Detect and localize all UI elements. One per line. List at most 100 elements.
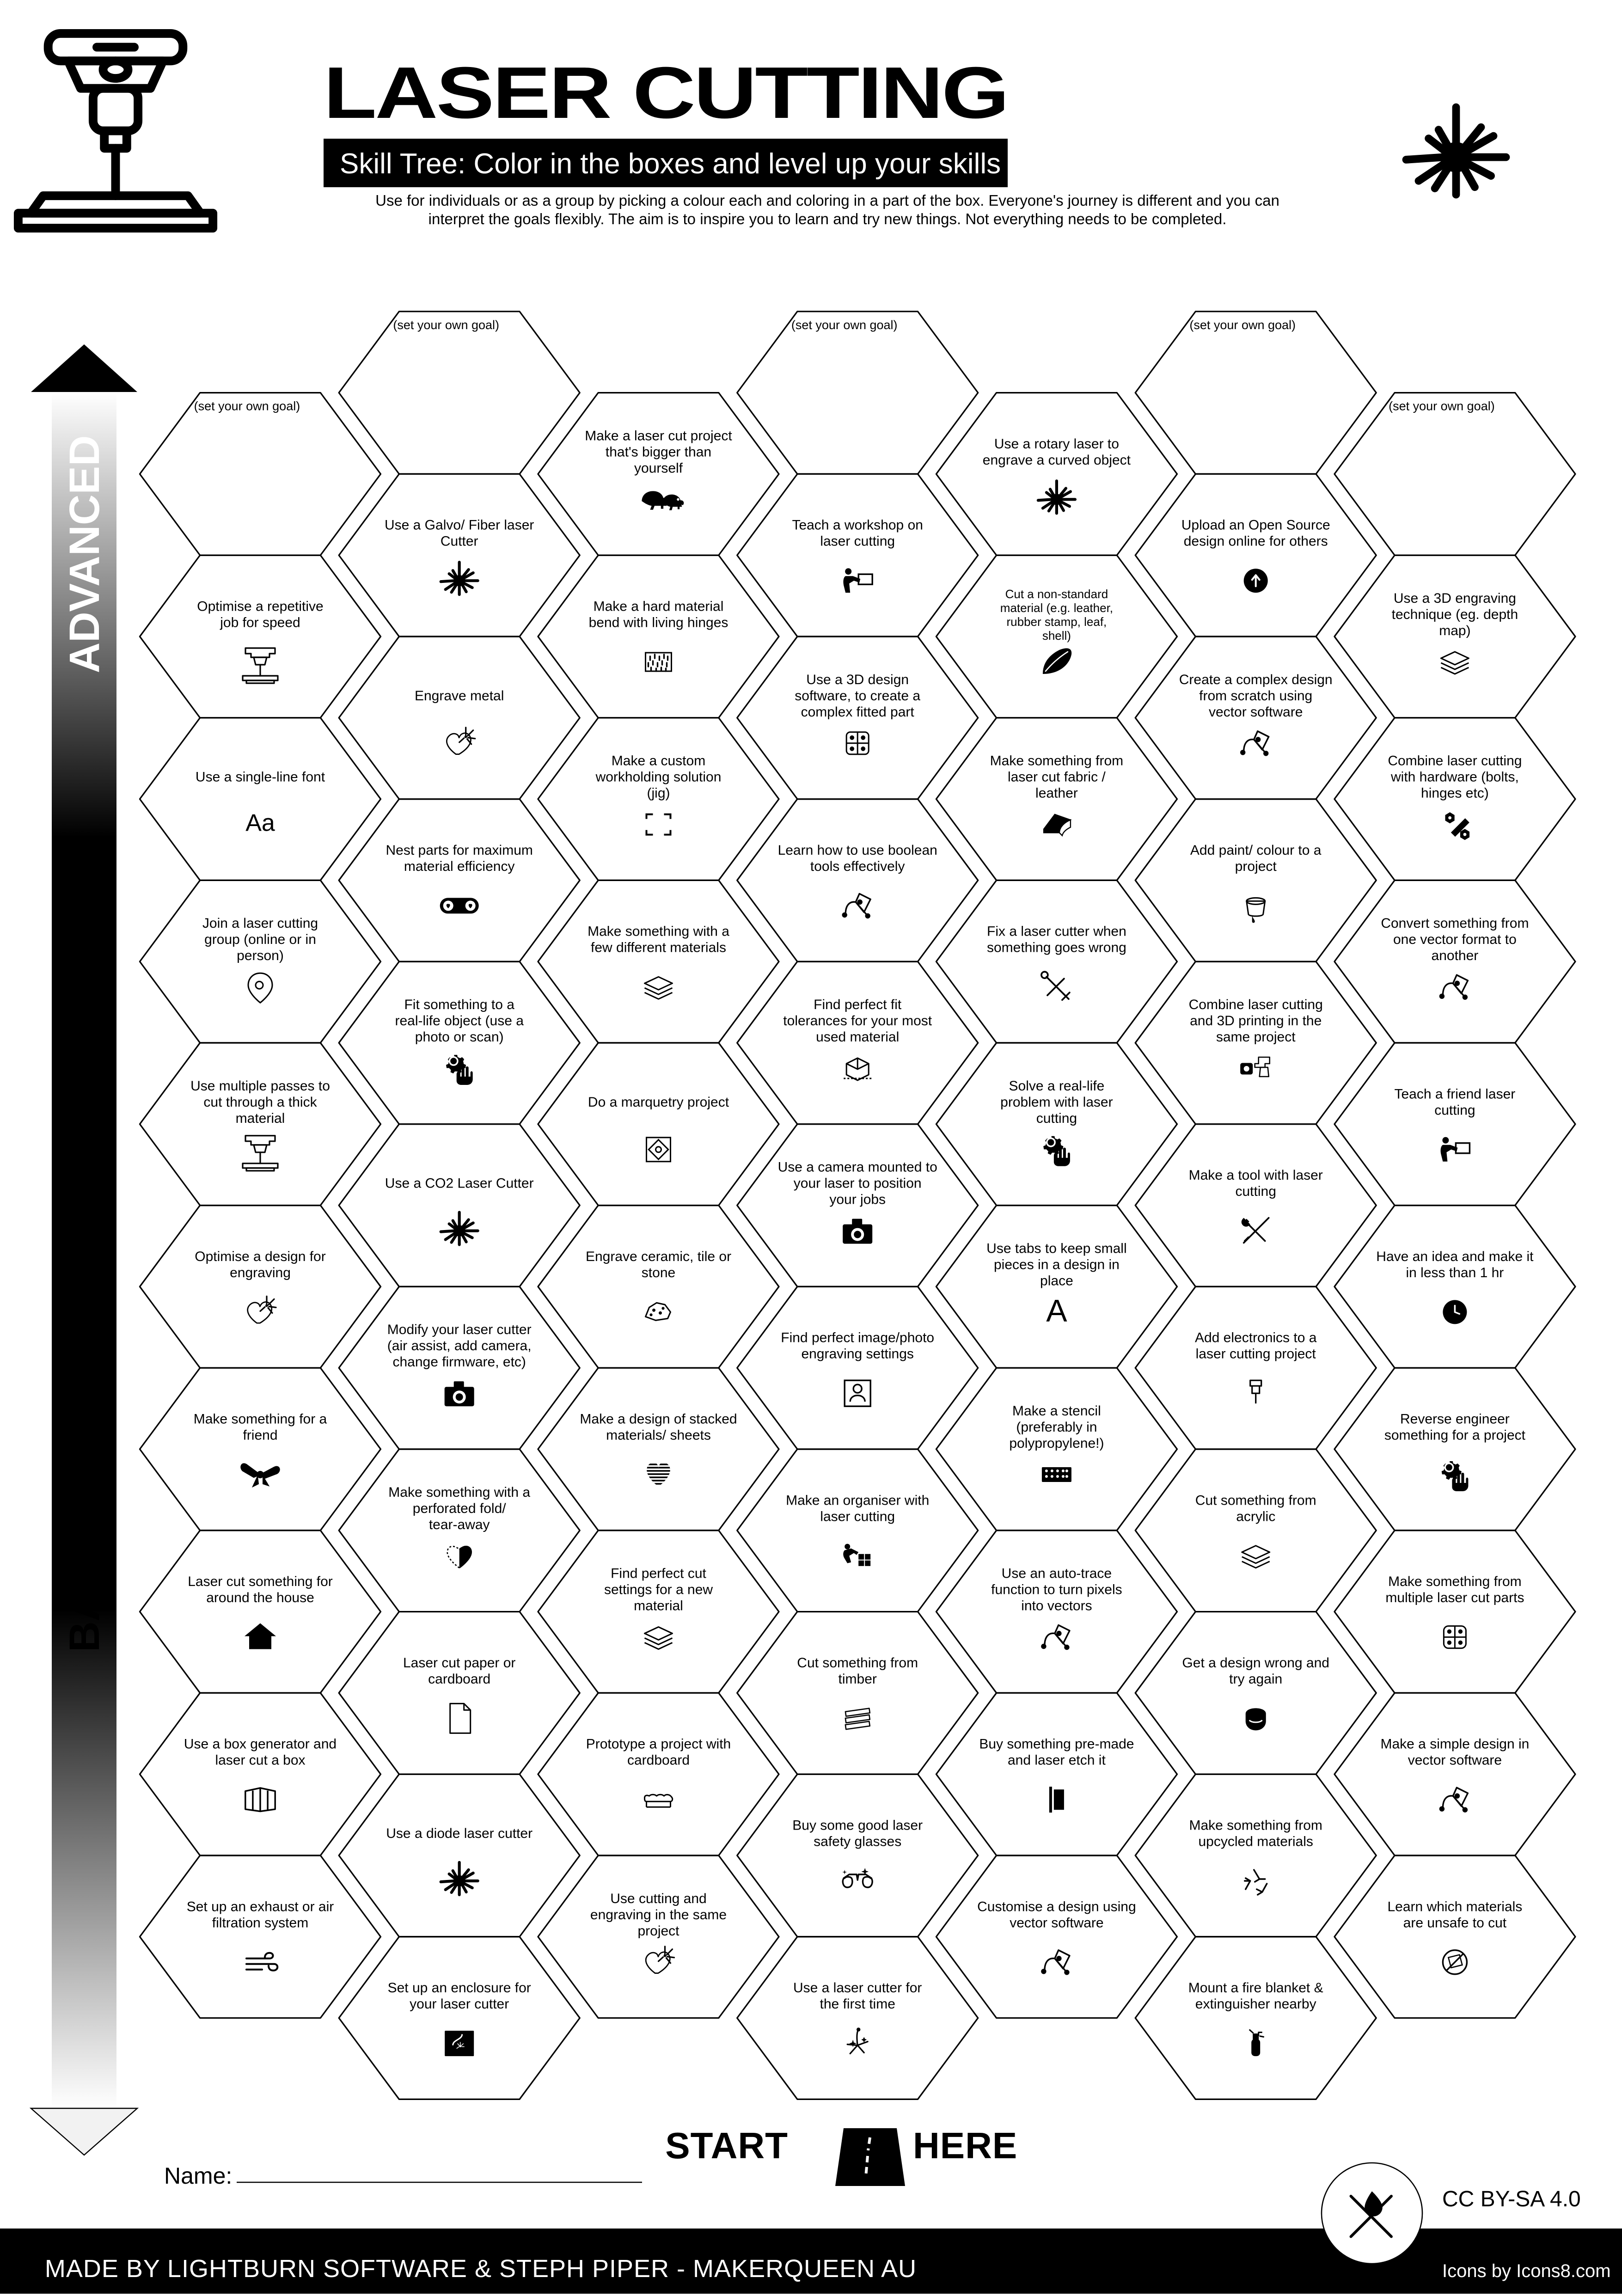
svg-text:extinguisher nearby: extinguisher nearby — [1195, 1996, 1316, 2012]
svg-text:job for speed: job for speed — [220, 615, 300, 631]
svg-text:place: place — [1040, 1273, 1073, 1288]
svg-text:Find perfect fit: Find perfect fit — [814, 997, 902, 1012]
svg-text:design online for others: design online for others — [1184, 534, 1328, 549]
svg-text:Use a camera mounted to: Use a camera mounted to — [778, 1160, 937, 1175]
svg-text:START: START — [665, 2125, 788, 2166]
svg-text:function to turn pixels: function to turn pixels — [991, 1582, 1122, 1598]
svg-text:problem with laser: problem with laser — [1000, 1095, 1113, 1110]
svg-text:Mount a fire blanket &: Mount a fire blanket & — [1188, 1980, 1323, 1996]
svg-text:cardboard: cardboard — [428, 1671, 490, 1687]
svg-text:Fix a laser cutter when: Fix a laser cutter when — [987, 924, 1126, 939]
svg-text:your laser to position: your laser to position — [794, 1176, 922, 1191]
svg-text:engraving: engraving — [230, 1265, 291, 1280]
svg-text:polypropylene!): polypropylene!) — [1009, 1436, 1104, 1451]
svg-text:technique (eg. depth: technique (eg. depth — [1392, 607, 1518, 622]
svg-text:Make something from: Make something from — [1189, 1818, 1322, 1833]
svg-text:LASER CUTTING: LASER CUTTING — [324, 52, 1008, 134]
svg-text:Do a marquetry project: Do a marquetry project — [588, 1095, 729, 1110]
svg-text:Use a box generator and: Use a box generator and — [184, 1737, 337, 1752]
svg-text:change firmware, etc): change firmware, etc) — [392, 1354, 526, 1370]
svg-text:engrave a curved object: engrave a curved object — [983, 453, 1131, 468]
svg-text:photo or scan): photo or scan) — [415, 1029, 504, 1045]
svg-text:one vector format to: one vector format to — [1393, 932, 1517, 947]
svg-text:material (e.g. leather,: material (e.g. leather, — [1000, 601, 1113, 615]
svg-text:Use a Galvo/ Fiber laser: Use a Galvo/ Fiber laser — [385, 518, 534, 533]
svg-text:Make something with a: Make something with a — [588, 924, 729, 939]
svg-text:Find perfect image/photo: Find perfect image/photo — [781, 1330, 934, 1346]
svg-text:something goes wrong: something goes wrong — [987, 940, 1126, 955]
svg-text:Make a simple design in: Make a simple design in — [1380, 1737, 1529, 1752]
svg-text:A: A — [1046, 1293, 1067, 1328]
svg-text:Fit something to a: Fit something to a — [404, 997, 514, 1012]
svg-text:MADE BY LIGHTBURN SOFTWARE & S: MADE BY LIGHTBURN SOFTWARE & STEPH PIPER… — [45, 2255, 917, 2283]
svg-text:Teach a friend laser: Teach a friend laser — [1394, 1086, 1515, 1102]
svg-text:Make something for a: Make something for a — [194, 1412, 327, 1427]
svg-text:tolerances for your most: tolerances for your most — [783, 1013, 932, 1029]
svg-text:Buy something pre-made: Buy something pre-made — [979, 1737, 1134, 1752]
svg-text:engraving in the same: engraving in the same — [590, 1907, 727, 1923]
svg-text:yourself: yourself — [634, 460, 683, 476]
svg-text:software, to create a: software, to create a — [795, 688, 920, 704]
svg-text:Make a design of stacked: Make a design of stacked — [580, 1412, 737, 1427]
svg-text:Add paint/ colour to a: Add paint/ colour to a — [1190, 843, 1322, 858]
svg-text:acrylic: acrylic — [1236, 1509, 1275, 1524]
svg-text:Name:: Name: — [164, 2163, 232, 2189]
svg-text:complex fitted part: complex fitted part — [801, 704, 915, 720]
svg-text:filtration system: filtration system — [212, 1915, 308, 1930]
svg-text:Use a CO2 Laser Cutter: Use a CO2 Laser Cutter — [385, 1176, 534, 1191]
svg-text:safety glasses: safety glasses — [814, 1834, 901, 1849]
svg-text:workholding solution: workholding solution — [595, 770, 722, 785]
svg-text:friend: friend — [243, 1428, 277, 1443]
svg-text:Use tabs to keep small: Use tabs to keep small — [986, 1241, 1126, 1256]
svg-text:Skill Tree: Color in the boxe: Skill Tree: Color in the boxes and level… — [340, 148, 1001, 180]
svg-text:project: project — [637, 1923, 679, 1939]
svg-text:(set your own goal): (set your own goal) — [194, 399, 300, 413]
svg-text:Optimise a repetitive: Optimise a repetitive — [197, 599, 323, 614]
svg-text:used material: used material — [816, 1029, 899, 1045]
svg-text:Make a hard material: Make a hard material — [594, 599, 724, 614]
svg-text:Engrave metal: Engrave metal — [415, 688, 504, 704]
svg-text:Use an auto-trace: Use an auto-trace — [1002, 1566, 1112, 1581]
svg-text:Join a laser cutting: Join a laser cutting — [202, 916, 318, 931]
svg-text:Optimise a design for: Optimise a design for — [195, 1249, 325, 1264]
svg-text:vector software: vector software — [1010, 1915, 1103, 1930]
svg-text:Make a laser cut project: Make a laser cut project — [585, 428, 732, 443]
svg-text:with hardware (bolts,: with hardware (bolts, — [1390, 770, 1519, 785]
svg-text:Get a design wrong and: Get a design wrong and — [1182, 1655, 1329, 1671]
svg-text:upcycled materials: upcycled materials — [1198, 1834, 1313, 1849]
svg-text:Cut a non-standard: Cut a non-standard — [1005, 587, 1108, 601]
svg-text:Use a laser cutter for: Use a laser cutter for — [793, 1980, 922, 1996]
svg-text:Teach a workshop on: Teach a workshop on — [792, 518, 923, 533]
svg-text:Cut something from: Cut something from — [1195, 1493, 1316, 1508]
svg-text:person): person) — [237, 948, 284, 963]
svg-text:and laser etch it: and laser etch it — [1008, 1753, 1106, 1768]
svg-text:Make an organiser with: Make an organiser with — [786, 1493, 929, 1508]
svg-text:Solve a real-life: Solve a real-life — [1009, 1078, 1105, 1094]
svg-text:Upload an Open Source: Upload an Open Source — [1181, 518, 1330, 533]
svg-text:Use for individuals or as a gr: Use for individuals or as a group by pic… — [375, 192, 1279, 209]
svg-text:Combine laser cutting: Combine laser cutting — [1189, 997, 1323, 1012]
svg-text:Learn which materials: Learn which materials — [1388, 1899, 1523, 1914]
svg-text:Have an idea and make it: Have an idea and make it — [1376, 1249, 1534, 1264]
svg-text:Learn how to use boolean: Learn how to use boolean — [778, 843, 937, 858]
svg-text:cutting: cutting — [1236, 1184, 1276, 1199]
svg-text:your jobs: your jobs — [829, 1192, 886, 1207]
svg-text:rubber stamp, leaf,: rubber stamp, leaf, — [1007, 615, 1107, 629]
svg-text:Make a tool with laser: Make a tool with laser — [1189, 1168, 1323, 1183]
svg-text:ADVANCED: ADVANCED — [61, 435, 108, 673]
svg-text:tear-away: tear-away — [429, 1517, 490, 1532]
svg-text:laser cutting project: laser cutting project — [1196, 1347, 1316, 1362]
svg-text:interpret the goals flexibly.: interpret the goals flexibly. The aim is… — [428, 210, 1227, 227]
svg-text:bend with living hinges: bend with living hinges — [589, 615, 728, 631]
svg-text:map): map) — [1439, 623, 1470, 638]
svg-text:Use a 3D engraving: Use a 3D engraving — [1394, 591, 1516, 606]
svg-text:are unsafe to cut: are unsafe to cut — [1403, 1915, 1507, 1930]
svg-text:cutting: cutting — [1434, 1102, 1475, 1118]
svg-text:(preferably in: (preferably in — [1016, 1420, 1097, 1435]
svg-text:leather: leather — [1035, 786, 1078, 801]
svg-text:pieces in a design in: pieces in a design in — [994, 1257, 1120, 1272]
svg-text:materials/ sheets: materials/ sheets — [606, 1428, 711, 1443]
svg-text:Set up an exhaust or air: Set up an exhaust or air — [187, 1899, 334, 1914]
svg-text:Use multiple passes to: Use multiple passes to — [190, 1078, 330, 1094]
svg-text:and 3D printing in the: and 3D printing in the — [1190, 1013, 1322, 1029]
